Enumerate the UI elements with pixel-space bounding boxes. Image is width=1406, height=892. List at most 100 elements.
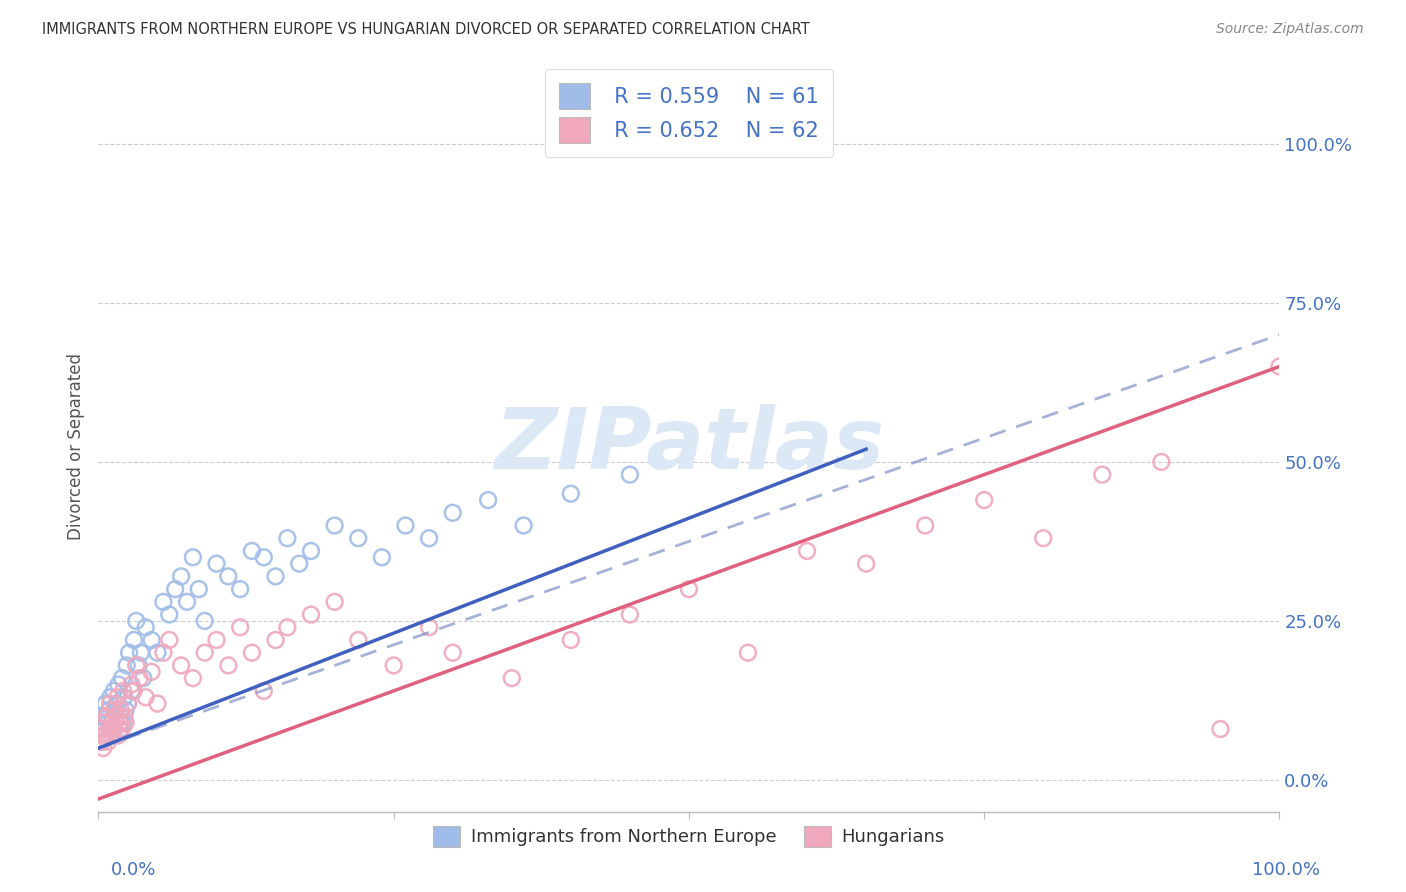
- Point: [114, 715, 136, 730]
- Point: [121, 677, 143, 691]
- Point: [105, 690, 128, 705]
- Point: [477, 493, 499, 508]
- Point: [125, 658, 148, 673]
- Point: [170, 658, 193, 673]
- Point: [122, 632, 145, 647]
- Point: [107, 728, 129, 742]
- Point: [240, 646, 263, 660]
- Point: [276, 531, 298, 545]
- Point: [181, 671, 204, 685]
- Point: [91, 741, 114, 756]
- Point: [264, 569, 287, 583]
- Point: [501, 671, 523, 685]
- Point: [323, 518, 346, 533]
- Point: [176, 595, 198, 609]
- Legend: Immigrants from Northern Europe, Hungarians: Immigrants from Northern Europe, Hungari…: [426, 819, 952, 854]
- Point: [973, 493, 995, 508]
- Point: [105, 709, 128, 723]
- Point: [132, 671, 155, 685]
- Point: [1032, 531, 1054, 545]
- Point: [112, 715, 135, 730]
- Point: [90, 735, 112, 749]
- Point: [253, 550, 276, 565]
- Point: [299, 544, 322, 558]
- Point: [94, 697, 117, 711]
- Point: [110, 703, 132, 717]
- Point: [737, 646, 759, 660]
- Text: Source: ZipAtlas.com: Source: ZipAtlas.com: [1216, 22, 1364, 37]
- Point: [108, 722, 131, 736]
- Point: [276, 620, 298, 634]
- Point: [146, 646, 169, 660]
- Point: [194, 646, 217, 660]
- Point: [91, 735, 114, 749]
- Point: [170, 569, 193, 583]
- Point: [117, 697, 139, 711]
- Point: [229, 582, 252, 596]
- Point: [105, 709, 128, 723]
- Point: [93, 715, 115, 730]
- Point: [90, 722, 112, 736]
- Point: [101, 722, 124, 736]
- Point: [619, 607, 641, 622]
- Point: [98, 703, 121, 717]
- Point: [96, 709, 118, 723]
- Point: [100, 715, 122, 730]
- Point: [418, 620, 440, 634]
- Point: [240, 544, 263, 558]
- Point: [205, 632, 228, 647]
- Point: [118, 646, 141, 660]
- Text: 100.0%: 100.0%: [1253, 861, 1320, 879]
- Point: [108, 715, 131, 730]
- Point: [98, 697, 121, 711]
- Point: [560, 632, 582, 647]
- Point: [217, 569, 239, 583]
- Point: [141, 632, 163, 647]
- Point: [181, 550, 204, 565]
- Point: [111, 671, 134, 685]
- Point: [100, 728, 122, 742]
- Point: [619, 467, 641, 482]
- Point: [103, 703, 125, 717]
- Point: [101, 715, 124, 730]
- Point: [855, 557, 877, 571]
- Text: 0.0%: 0.0%: [111, 861, 156, 879]
- Point: [105, 697, 128, 711]
- Point: [112, 690, 135, 705]
- Point: [371, 550, 394, 565]
- Point: [347, 632, 370, 647]
- Point: [165, 582, 187, 596]
- Point: [135, 690, 157, 705]
- Point: [146, 697, 169, 711]
- Point: [1150, 455, 1173, 469]
- Point: [104, 703, 127, 717]
- Point: [441, 646, 464, 660]
- Point: [157, 632, 180, 647]
- Point: [288, 557, 311, 571]
- Point: [96, 709, 118, 723]
- Point: [117, 697, 139, 711]
- Point: [98, 722, 121, 736]
- Point: [1091, 467, 1114, 482]
- Point: [110, 709, 132, 723]
- Point: [97, 735, 120, 749]
- Point: [678, 582, 700, 596]
- Point: [217, 658, 239, 673]
- Point: [125, 614, 148, 628]
- Point: [122, 684, 145, 698]
- Point: [253, 684, 276, 698]
- Point: [299, 607, 322, 622]
- Point: [107, 677, 129, 691]
- Point: [104, 722, 127, 736]
- Text: IMMIGRANTS FROM NORTHERN EUROPE VS HUNGARIAN DIVORCED OR SEPARATED CORRELATION C: IMMIGRANTS FROM NORTHERN EUROPE VS HUNGA…: [42, 22, 810, 37]
- Point: [512, 518, 534, 533]
- Point: [91, 709, 114, 723]
- Point: [914, 518, 936, 533]
- Point: [152, 646, 174, 660]
- Point: [128, 671, 150, 685]
- Point: [560, 486, 582, 500]
- Point: [382, 658, 405, 673]
- Point: [157, 607, 180, 622]
- Point: [1268, 359, 1291, 374]
- Point: [128, 658, 150, 673]
